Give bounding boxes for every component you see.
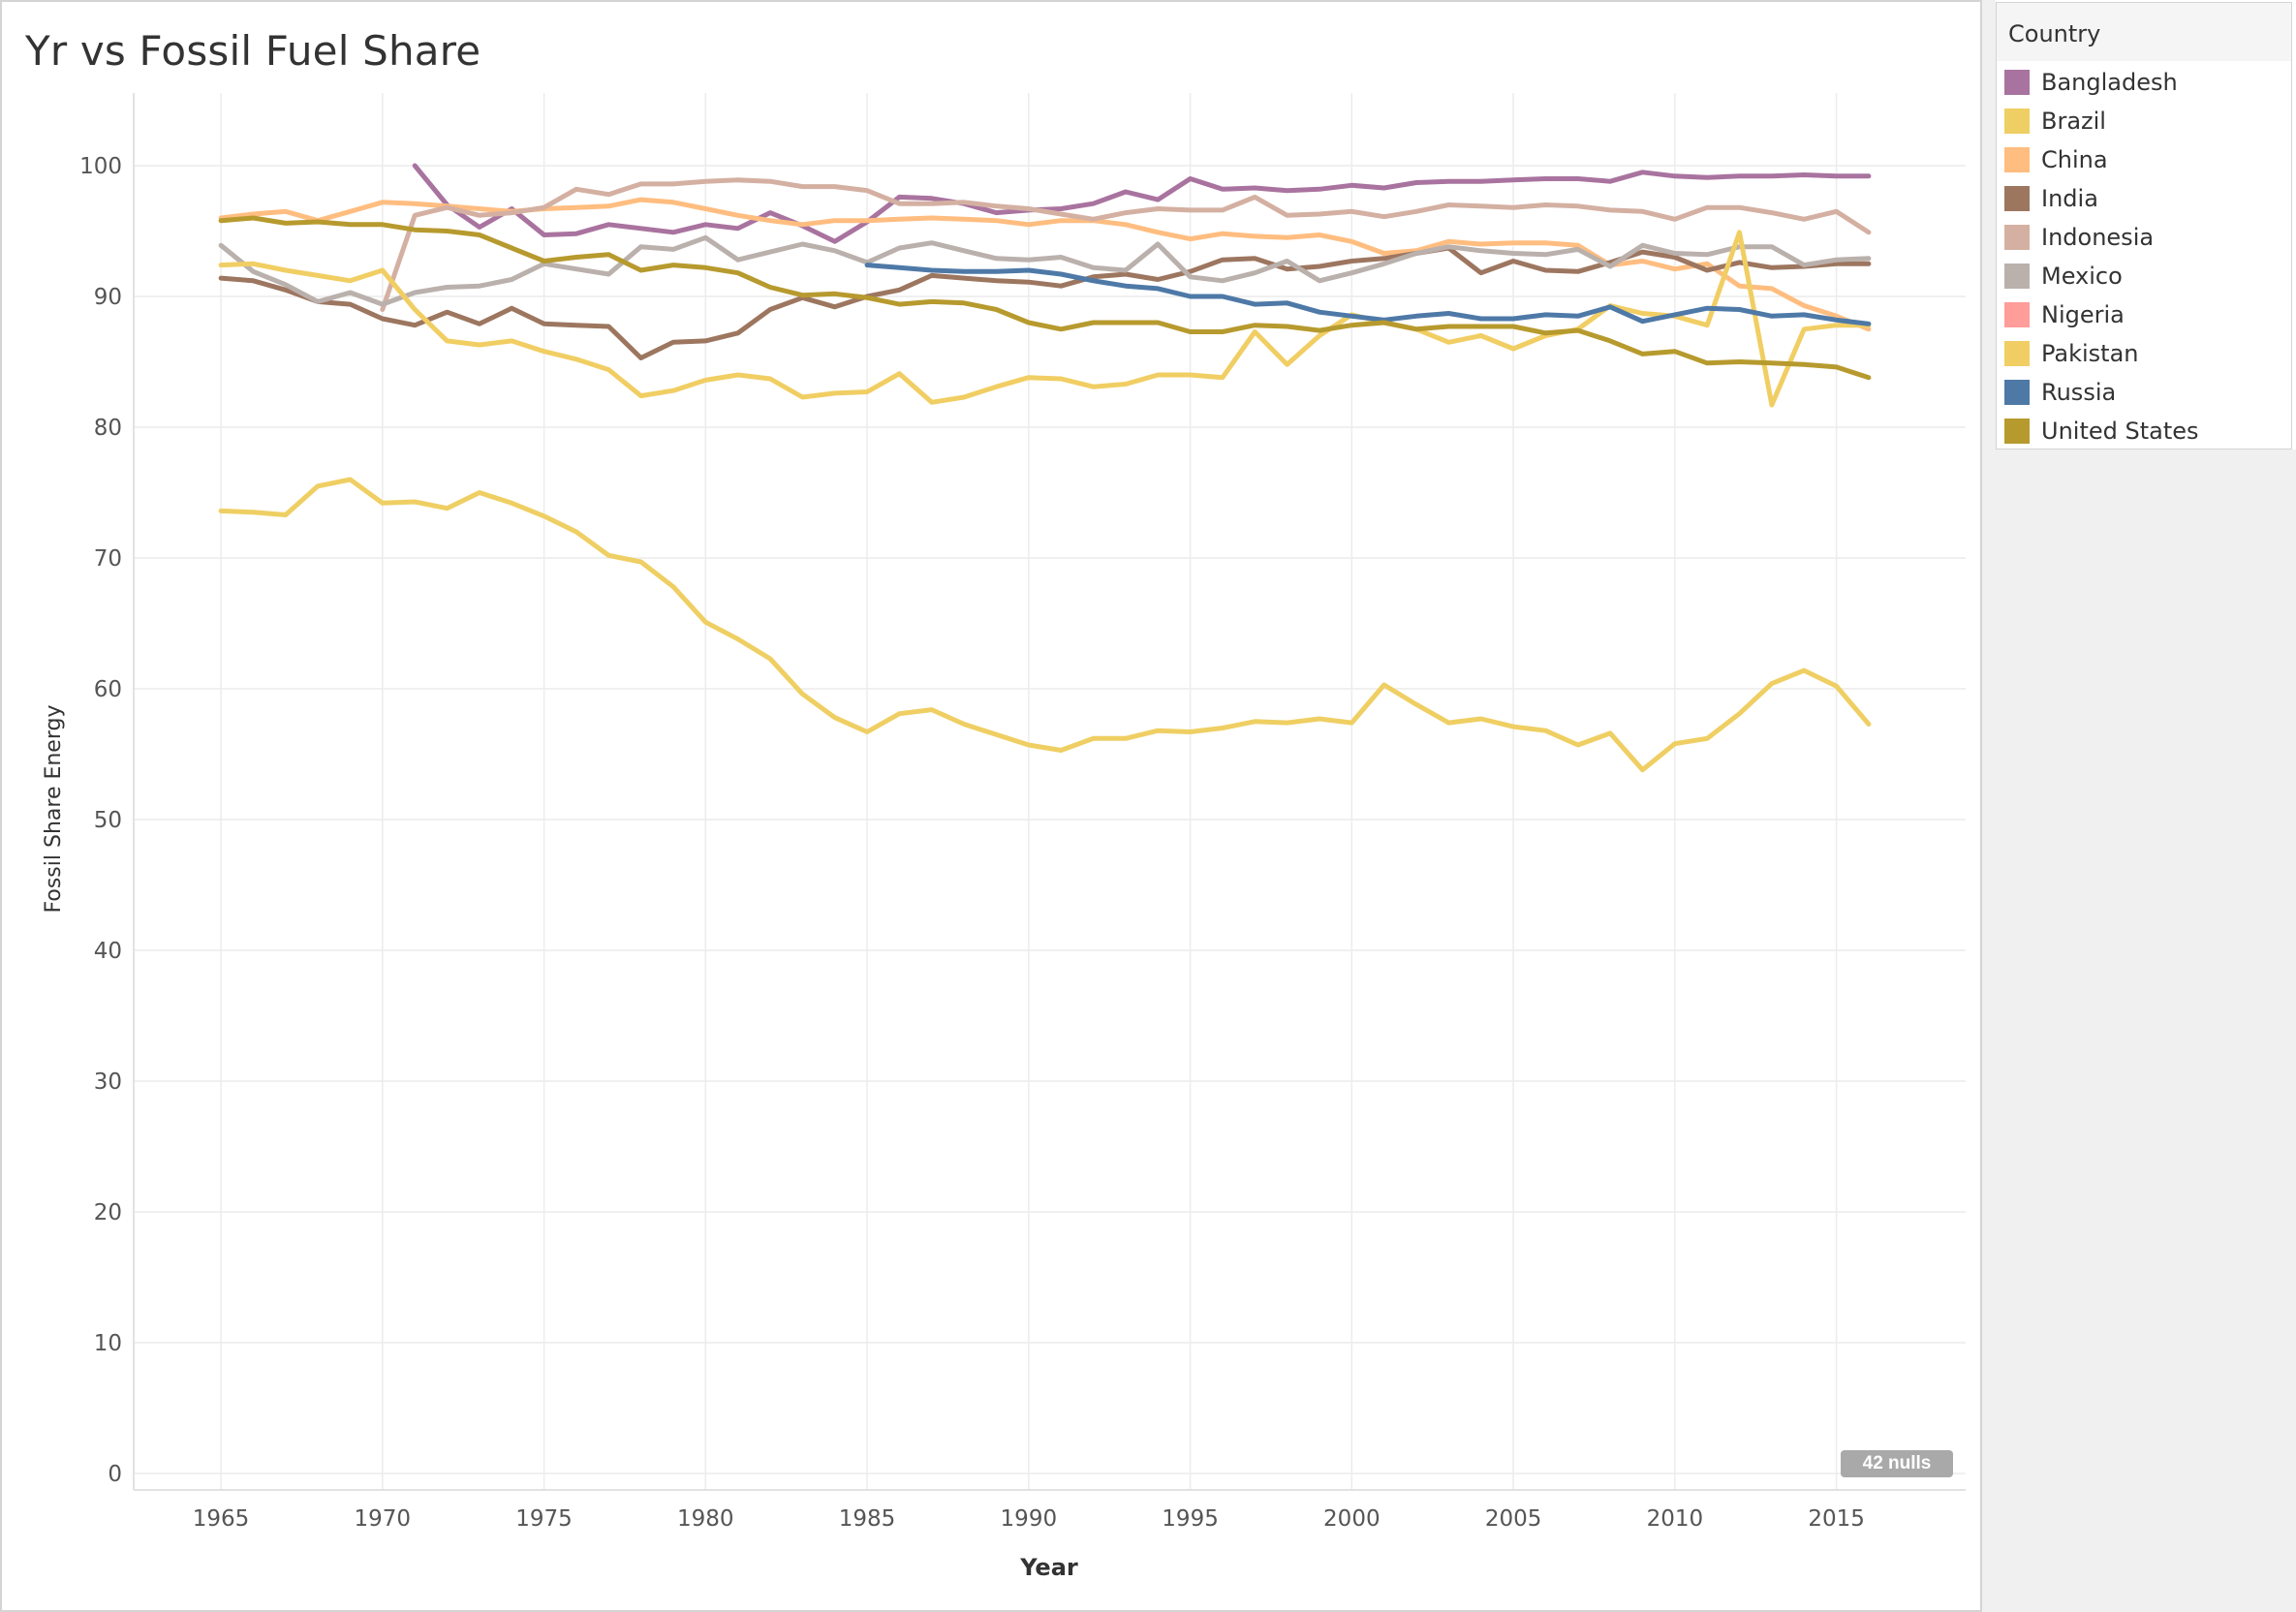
gridlines — [134, 93, 1966, 1490]
y-tick-label: 30 — [94, 1070, 122, 1095]
y-tick-label: 100 — [79, 154, 122, 179]
legend-item-india[interactable]: India — [2004, 181, 2098, 216]
series-line-bangladesh[interactable] — [412, 163, 1872, 244]
series-line-russia[interactable] — [864, 263, 1872, 326]
legend-item-pakistan[interactable]: Pakistan — [2004, 336, 2139, 371]
x-tick-label: 1980 — [677, 1506, 734, 1532]
x-tick-label: 2000 — [1323, 1506, 1381, 1532]
series-line-india[interactable] — [218, 245, 1872, 360]
legend: Country Bangladesh Brazil China India Indone… — [1996, 2, 2292, 450]
x-tick-label: 2010 — [1647, 1506, 1704, 1532]
y-tick-label: 60 — [94, 677, 122, 702]
series-line-pakistan[interactable] — [218, 230, 1872, 408]
legend-title: Country — [2008, 20, 2101, 47]
line-chart: 0 10 20 30 40 50 60 70 80 90 100 1965 1970 1975 1980 19… — [42, 93, 1966, 1581]
legend-label: Bangladesh — [2041, 69, 2178, 96]
x-tick-label: 1995 — [1162, 1506, 1219, 1532]
legend-swatch — [2004, 186, 2030, 211]
axes: 0 10 20 30 40 50 60 70 80 90 100 1965 1970 1975 1980 19… — [79, 93, 1966, 1532]
legend-swatch — [2004, 380, 2030, 405]
series-line-brazil[interactable] — [218, 477, 1872, 773]
legend-label: Russia — [2041, 379, 2117, 406]
y-tick-label: 50 — [94, 808, 122, 833]
y-tick-label: 20 — [94, 1200, 122, 1225]
legend-label: China — [2041, 146, 2108, 173]
legend-swatch — [2004, 418, 2030, 444]
legend-background — [1996, 450, 2296, 1612]
y-tick-label: 90 — [94, 285, 122, 310]
legend-swatch — [2004, 147, 2030, 172]
series-line-united-states[interactable] — [218, 215, 1872, 381]
legend-item-china[interactable]: China — [2004, 142, 2108, 177]
legend-label: United States — [2041, 418, 2199, 445]
nulls-indicator-badge[interactable]: 42 nulls — [1841, 1450, 1953, 1477]
legend-label: Brazil — [2041, 108, 2106, 135]
x-tick-label: 1970 — [355, 1506, 412, 1532]
y-tick-label: 40 — [94, 939, 122, 964]
legend-swatch — [2004, 264, 2030, 289]
legend-item-brazil[interactable]: Brazil — [2004, 104, 2106, 139]
legend-item-united-states[interactable]: United States — [2004, 414, 2199, 449]
x-tick-label: 1985 — [839, 1506, 896, 1532]
y-tick-label: 70 — [94, 546, 122, 572]
legend-swatch — [2004, 108, 2030, 134]
legend-swatch — [2004, 70, 2030, 95]
y-axis-title: Fossil Share Energy — [42, 705, 66, 914]
y-tick-label: 80 — [94, 416, 122, 441]
x-tick-label: 1990 — [1001, 1506, 1058, 1532]
series-line-indonesia[interactable] — [380, 177, 1872, 312]
legend-swatch — [2004, 341, 2030, 366]
series-lines — [218, 163, 1872, 773]
y-tick-label: 10 — [94, 1331, 122, 1356]
pane-divider — [1982, 0, 1996, 1612]
chart-title: Yr vs Fossil Fuel Share — [25, 27, 481, 75]
legend-swatch — [2004, 225, 2030, 250]
legend-label: Pakistan — [2041, 340, 2139, 367]
legend-item-mexico[interactable]: Mexico — [2004, 259, 2123, 294]
x-tick-label: 1965 — [193, 1506, 250, 1532]
legend-label: India — [2041, 185, 2098, 212]
legend-item-indonesia[interactable]: Indonesia — [2004, 220, 2154, 255]
legend-swatch — [2004, 302, 2030, 327]
series-line-mexico[interactable] — [218, 234, 1872, 307]
y-tick-label: 0 — [108, 1462, 122, 1487]
legend-label: Mexico — [2041, 263, 2123, 290]
legend-label: Indonesia — [2041, 224, 2155, 251]
legend-header — [1997, 3, 2291, 61]
legend-item-nigeria[interactable]: Nigeria — [2004, 297, 2125, 332]
legend-item-bangladesh[interactable]: Bangladesh — [2004, 65, 2178, 100]
x-tick-label: 1975 — [515, 1506, 573, 1532]
x-axis-title: Year — [1019, 1554, 1078, 1581]
x-tick-label: 2015 — [1808, 1506, 1865, 1532]
legend-label: Nigeria — [2041, 301, 2125, 328]
legend-item-russia[interactable]: Russia — [2004, 375, 2116, 410]
axis-labels: Year Fossil Share Energy — [42, 705, 1078, 1581]
x-tick-label: 2005 — [1485, 1506, 1542, 1532]
